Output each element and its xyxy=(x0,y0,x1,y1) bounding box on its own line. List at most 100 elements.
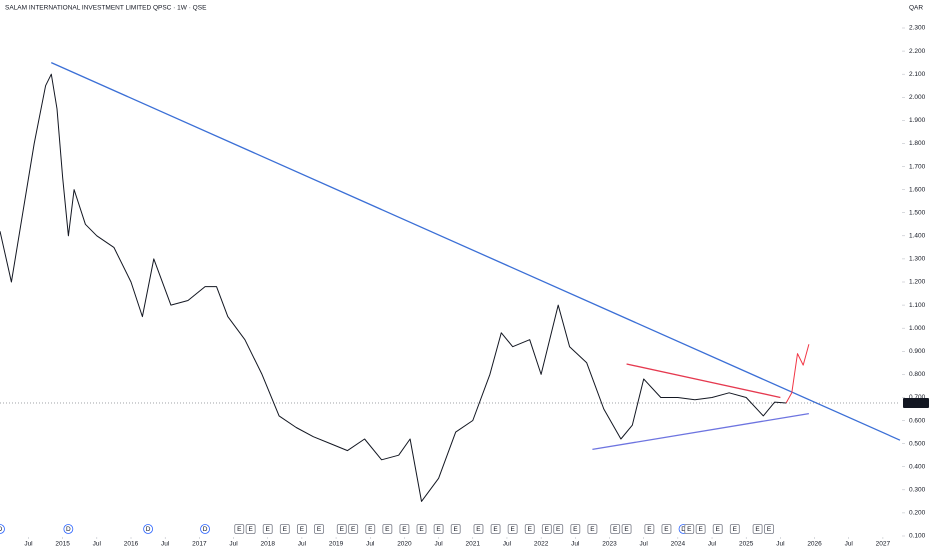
x-tick-label: Jul xyxy=(298,541,307,548)
y-tick-label: 1.800 xyxy=(909,140,926,147)
earnings-marker xyxy=(314,524,324,534)
event-label: E xyxy=(300,526,305,533)
x-tick-label: Jul xyxy=(24,541,33,548)
earnings-marker xyxy=(621,524,632,534)
y-tick-label: 2.100 xyxy=(909,71,926,78)
event-label: E xyxy=(573,526,578,533)
earnings-marker xyxy=(764,524,774,534)
y-tick-label: 1.700 xyxy=(909,163,926,170)
x-tick-label: Jul xyxy=(93,541,102,548)
x-tick-label: 2015 xyxy=(55,541,70,548)
x-tick-label: Jul xyxy=(776,541,785,548)
x-tick-label: Jul xyxy=(434,541,443,548)
dividend-marker xyxy=(200,524,210,534)
y-tick-label: 2.000 xyxy=(909,94,926,101)
earnings-marker xyxy=(570,524,581,534)
event-label: D xyxy=(146,526,151,533)
x-tick-label: Jul xyxy=(640,541,649,548)
last-price-box xyxy=(903,397,929,408)
y-tick-label: 2.200 xyxy=(909,48,926,55)
earnings-marker xyxy=(610,524,621,534)
event-label: E xyxy=(767,526,772,533)
x-tick-label: 2025 xyxy=(739,541,754,548)
event-label: E xyxy=(454,526,459,533)
earnings-marker xyxy=(365,524,376,534)
x-tick-label: Jul xyxy=(229,541,238,548)
x-tick-label: 2019 xyxy=(329,541,344,548)
earnings-marker xyxy=(416,524,427,534)
earnings-marker xyxy=(684,524,695,534)
event-label: E xyxy=(733,526,738,533)
x-tick-label: 2023 xyxy=(602,541,617,548)
y-tick-label: 2.300 xyxy=(909,25,926,32)
event-label: E xyxy=(545,526,550,533)
event-label: E xyxy=(436,526,441,533)
dividend-marker xyxy=(0,524,5,534)
event-label: D xyxy=(681,526,686,533)
y-tick-label: 0.300 xyxy=(909,487,926,494)
x-tick-label: 2017 xyxy=(192,541,207,548)
x-tick-label: Jul xyxy=(845,541,854,548)
price-line xyxy=(0,73,787,502)
earnings-marker xyxy=(490,524,501,534)
event-label: E xyxy=(248,526,253,533)
earnings-marker xyxy=(541,524,552,534)
y-tick-label: 1.100 xyxy=(909,302,926,309)
y-tick-label: 1.900 xyxy=(909,117,926,124)
event-label: E xyxy=(755,526,760,533)
event-label: E xyxy=(687,526,692,533)
event-label: E xyxy=(528,526,533,533)
y-tick-label: 1.300 xyxy=(909,256,926,263)
earnings-marker xyxy=(752,524,763,534)
y-tick-label: 0.900 xyxy=(909,348,926,355)
event-label: E xyxy=(664,526,669,533)
event-label: E xyxy=(351,526,356,533)
y-tick-label: 0.400 xyxy=(909,463,926,470)
event-label: E xyxy=(613,526,618,533)
trendline xyxy=(51,62,901,441)
x-tick-label: 2021 xyxy=(466,541,481,548)
earnings-marker xyxy=(712,524,723,534)
dividend-marker xyxy=(143,524,154,534)
event-label: D xyxy=(0,526,3,533)
event-label: D xyxy=(66,526,71,533)
earnings-marker xyxy=(553,524,564,534)
x-tick-label: Jul xyxy=(708,541,717,548)
earnings-marker xyxy=(729,524,740,534)
x-tick-label: Jul xyxy=(503,541,512,548)
event-label: E xyxy=(476,526,481,533)
x-tick-label: Jul xyxy=(571,541,580,548)
currency: QAR xyxy=(909,5,923,12)
event-label: E xyxy=(716,526,721,533)
earnings-marker xyxy=(382,524,393,534)
y-tick-label: 0.200 xyxy=(909,510,926,517)
y-tick-label: 0.700 xyxy=(909,394,926,401)
x-tick-label: 2020 xyxy=(397,541,412,548)
event-label: E xyxy=(266,526,271,533)
y-tick-label: 0.800 xyxy=(909,371,926,378)
earnings-marker xyxy=(336,524,347,534)
event-label: E xyxy=(237,526,242,533)
earnings-marker xyxy=(450,524,461,534)
x-tick-label: 2016 xyxy=(124,541,139,548)
y-tick-label: 0.500 xyxy=(909,440,926,447)
y-tick-label: 0.600 xyxy=(909,417,926,424)
x-tick-label: Jul xyxy=(161,541,170,548)
earnings-marker xyxy=(587,524,598,534)
earnings-marker xyxy=(695,524,706,534)
y-tick-label: 1.200 xyxy=(909,279,926,286)
dividend-marker xyxy=(63,524,74,534)
event-label: E xyxy=(590,526,595,533)
event-label: E xyxy=(317,526,322,533)
event-label: E xyxy=(283,526,288,533)
last-price-label: 0.676 xyxy=(907,400,924,407)
x-tick-label: 2024 xyxy=(671,541,686,548)
y-tick-label: 1.600 xyxy=(909,186,926,193)
earnings-marker xyxy=(524,524,535,534)
earnings-marker xyxy=(644,524,655,534)
event-label: E xyxy=(385,526,390,533)
y-tick-label: 0.100 xyxy=(909,533,926,540)
x-tick-label: 2027 xyxy=(876,541,891,548)
earnings-marker xyxy=(433,524,444,534)
